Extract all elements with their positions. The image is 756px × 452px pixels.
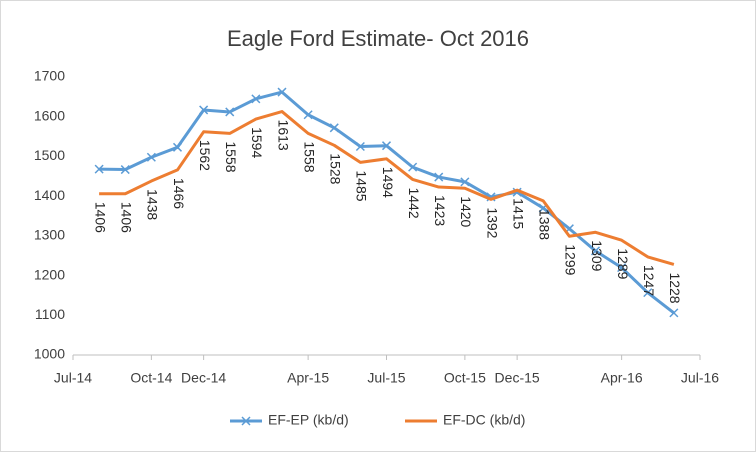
marker [460, 177, 470, 187]
marker [381, 141, 392, 151]
data-label: 1406 [119, 202, 135, 233]
data-label: 1420 [458, 196, 474, 227]
x-tick-label: Oct-14 [130, 370, 172, 386]
data-label: 1423 [432, 195, 448, 226]
marker [355, 141, 365, 152]
data-label: 1613 [275, 120, 291, 151]
x-tick-label: Jul-16 [681, 370, 719, 386]
y-tick-label: 1000 [34, 346, 65, 362]
x-tick-label: Dec-14 [181, 370, 226, 386]
marker [512, 187, 522, 197]
marker [643, 288, 653, 298]
data-label: 1299 [563, 244, 579, 275]
data-label: 1438 [145, 189, 161, 220]
marker [225, 107, 235, 117]
y-tick-label: 1200 [34, 266, 65, 282]
marker [590, 246, 601, 256]
data-label: 1392 [484, 207, 500, 238]
data-label: 1388 [537, 209, 553, 240]
marker [408, 162, 418, 172]
marker [303, 110, 313, 120]
data-label: 1442 [406, 187, 422, 218]
marker [329, 123, 339, 133]
y-tick-label: 1400 [34, 187, 65, 203]
chart-title: Eagle Ford Estimate- Oct 2016 [227, 26, 529, 51]
marker [434, 172, 444, 182]
data-label: 1494 [380, 167, 396, 198]
x-tick-label: Jul-14 [54, 370, 92, 386]
marker [199, 105, 209, 115]
data-label: 1562 [197, 140, 213, 171]
y-tick-label: 1300 [34, 227, 65, 243]
y-tick-label: 1700 [34, 68, 65, 84]
data-label: 1485 [354, 170, 370, 201]
data-label: 1406 [92, 202, 108, 233]
x-tick-label: Apr-15 [287, 370, 329, 386]
x-tick-label: Jul-15 [367, 370, 405, 386]
y-tick-label: 1600 [34, 107, 65, 123]
y-tick-label: 1100 [35, 306, 65, 322]
data-label: 1466 [171, 178, 187, 209]
legend-marker [241, 416, 251, 426]
data-label: 1228 [667, 272, 683, 303]
data-label: 1309 [589, 240, 605, 271]
marker [172, 142, 183, 152]
data-label: 1558 [223, 141, 239, 172]
x-tick-label: Oct-15 [444, 370, 486, 386]
data-label: 1594 [249, 127, 265, 158]
marker [669, 308, 679, 318]
marker [277, 87, 287, 97]
data-label: 1415 [510, 198, 526, 229]
marker [146, 152, 156, 162]
x-tick-label: Apr-16 [601, 370, 643, 386]
marker [94, 164, 104, 174]
y-tick-label: 1500 [34, 147, 65, 163]
data-label: 1289 [615, 248, 631, 279]
data-label: 1558 [301, 141, 317, 172]
data-label: 1528 [328, 153, 344, 184]
x-tick-label: Dec-15 [495, 370, 540, 386]
legend-label: EF-EP (kb/d) [268, 412, 349, 428]
marker [251, 94, 261, 104]
marker [617, 263, 627, 273]
marker [120, 165, 130, 175]
series-line [99, 110, 675, 266]
data-label: 1247 [641, 265, 657, 296]
legend-label: EF-DC (kb/d) [443, 412, 525, 428]
